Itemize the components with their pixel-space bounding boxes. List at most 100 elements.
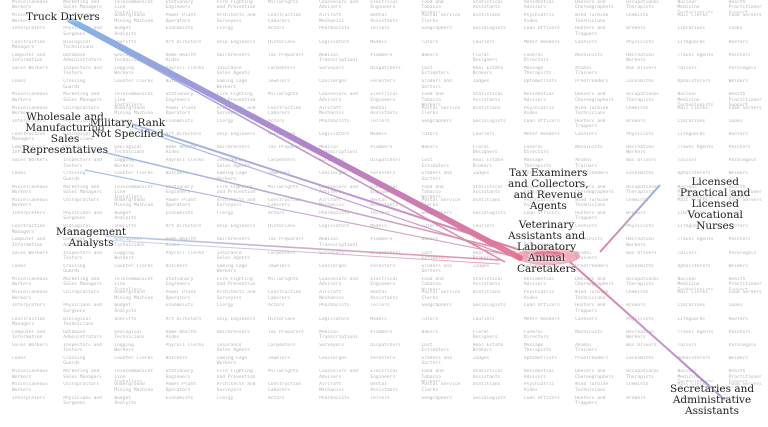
background-occupation: Clergy — [216, 26, 234, 32]
background-occupation: Payroll Clerks — [165, 158, 205, 164]
background-occupation: Fire Fighting and Prevention — [216, 276, 256, 288]
background-occupation: Funeral Directors — [523, 329, 549, 341]
background-occupation: Geological Technicians — [114, 145, 145, 156]
background-occupation: Foresters — [370, 356, 396, 362]
background-occupation: Paralegals — [728, 342, 757, 348]
background-occupation: Pharmacists — [319, 395, 350, 401]
background-occupation: Sheriffs — [114, 39, 137, 45]
background-occupation: Computer and Information — [12, 52, 46, 64]
background-occupation: Massage Therapists — [523, 65, 552, 77]
background-occupation: Psychiatric Aides — [523, 382, 555, 393]
background-occupation: Historians — [267, 39, 296, 45]
background-occupation: Pharmacists — [319, 26, 350, 32]
background-occupation: Underground Mining Machine — [114, 13, 154, 24]
background-occupation: Miscellaneous Workers — [12, 197, 48, 209]
background-occupation: Counter Clerks — [114, 79, 154, 85]
background-occupation: Funeral Directors — [523, 237, 549, 248]
background-occupation: Hairdressers — [216, 237, 250, 243]
background-occupation: Economists — [165, 395, 194, 401]
background-occupation: Cost Estimators — [421, 342, 450, 354]
background-occupation: Postal Service Clerks — [421, 13, 461, 24]
background-occupation: Miscellaneous Workers — [12, 92, 48, 103]
background-occupation: Geographers — [421, 395, 452, 401]
background-occupation: Millwrights — [267, 0, 299, 5]
background-occupation: Welders — [728, 356, 748, 362]
background-occupation: Models — [370, 316, 387, 322]
background-occupation: Occupational Therapists — [626, 92, 660, 103]
background-occupation: Lifeguards — [677, 39, 706, 45]
background-occupation: Judges — [472, 79, 490, 85]
background-occupation: Locksmiths — [626, 79, 654, 85]
background-occupation: Physicists — [626, 39, 654, 45]
background-occupation: Judges — [472, 171, 490, 177]
background-occupation: Chemists — [626, 382, 649, 388]
background-occupation: Mail Clerks — [677, 105, 708, 111]
background-occupation: Foresters — [370, 171, 396, 177]
background-occupation: Counter Clerks — [114, 171, 154, 177]
background-occupation: Bakers — [421, 329, 439, 335]
background-occupation: Geographers — [421, 303, 452, 309]
background-occupation: Occupational Therapists — [626, 276, 660, 288]
background-occupation: Architects and Surveyors — [216, 382, 256, 393]
background-occupation: Postal Service Clerks — [421, 197, 461, 209]
background-occupation: Roofers — [728, 224, 748, 230]
background-occupation: Massage Therapists — [523, 158, 552, 169]
background-occupation: Loan Officers — [523, 26, 560, 32]
background-occupation: Bus Drivers — [626, 65, 657, 71]
background-occupation: Floral Designers — [472, 329, 498, 341]
background-occupation: Fire Fighting and Prevention — [216, 369, 256, 380]
background-occupation: Health Practitioner Support — [728, 369, 762, 382]
background-occupation: Construction Laborers — [267, 290, 302, 301]
background-occupation: Tellers — [370, 26, 390, 32]
background-occupation: Hairdressers — [216, 52, 250, 58]
background-occupation: Computer and Information — [12, 237, 46, 248]
background-occupation: Gaming Cage Workers — [216, 263, 248, 275]
background-occupation: Pharmacists — [319, 118, 350, 124]
background-occupation: Dispatchers — [370, 342, 401, 348]
background-occupation: Travel Agents — [677, 237, 714, 243]
background-occupation: Painters — [728, 145, 751, 151]
background-occupation: Underground Mining Machine — [114, 382, 154, 393]
background-occupation: Home Health Aides — [165, 52, 196, 64]
background-occupation: Chiropractors — [63, 197, 100, 203]
background-occupation: Cost Estimators — [421, 65, 450, 77]
background-occupation: Locksmiths — [626, 356, 654, 362]
background-occupation: Graders and Sorters — [421, 263, 452, 275]
background-occupation: Geological Technicians — [114, 329, 145, 341]
background-occupation: Optometrists — [523, 263, 558, 269]
background-occupation: Wind Turbine Technicians — [575, 197, 609, 209]
background-occupation: Nuclear Medicine Technologists — [677, 369, 713, 382]
background-occupation: Aircraft Mechanics — [319, 105, 345, 116]
background-occupation: Crossing Guards — [63, 171, 86, 182]
background-occupation: Floral Designers — [472, 145, 498, 156]
background-occupation: Tailors — [677, 158, 697, 164]
background-occupation: Sheriffs — [114, 224, 137, 230]
background-occupation: Underground Mining Machine — [114, 105, 154, 116]
background-occupation: Legislators — [319, 39, 350, 45]
background-occupation: Tellers — [370, 211, 390, 216]
background-occupation: Meter Readers — [523, 224, 560, 230]
background-occupation: Food and Tobacco Workers — [421, 92, 444, 105]
background-occupation: Art Directors — [165, 131, 202, 137]
background-occupation: Cooks — [728, 26, 743, 32]
background-occupation: Logging Workers — [114, 65, 134, 77]
background-occupation: Bus Drivers — [626, 250, 657, 256]
background-occupation: Jewelers — [267, 263, 291, 269]
background-occupation: Upholsterers — [677, 79, 711, 85]
background-occupation: Architects and Surveyors — [216, 13, 256, 24]
background-occupation: Economists — [165, 303, 194, 309]
background-occupation: Interpreters — [12, 303, 46, 309]
background-occupation: Computer and Information — [12, 145, 46, 156]
background-occupation: Medical Transcriptionists — [319, 145, 358, 156]
background-occupation: Electrical Engineers — [370, 369, 398, 380]
background-occupation: Floral Designers — [472, 52, 498, 64]
background-occupation: Interpreters — [12, 118, 46, 124]
label-truck-drivers: Truck Drivers — [26, 11, 100, 23]
background-occupation: Hairdressers — [216, 329, 250, 335]
background-occupation: Construction Laborers — [267, 382, 302, 393]
background-occupation: Tutors — [421, 131, 439, 137]
background-occupation: Residential Advisors — [523, 276, 555, 288]
label-secretaries: Secretaries and Administrative Assistant… — [670, 383, 755, 417]
background-occupation: Machinists — [575, 145, 603, 151]
